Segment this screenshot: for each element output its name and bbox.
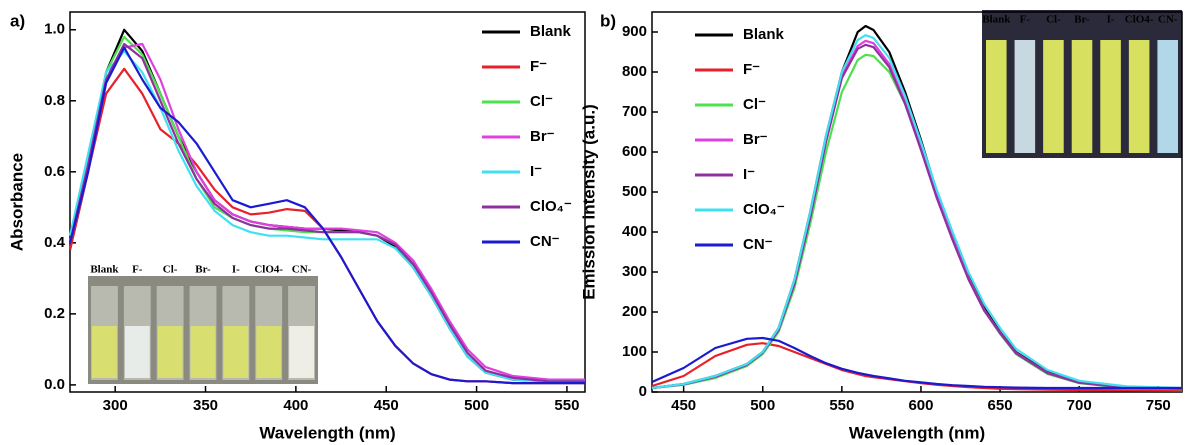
legend-label: ClO₄⁻	[530, 198, 572, 215]
vial	[1128, 40, 1150, 153]
x-tick-label: 500	[750, 397, 775, 414]
y-tick-label: 0.6	[44, 163, 65, 180]
inset-label: Cl-	[163, 264, 178, 276]
panel-label: a)	[10, 11, 25, 30]
y-tick-label: 0	[639, 383, 647, 400]
legend-label: Cl⁻	[743, 96, 766, 113]
vial	[1043, 40, 1064, 153]
vial-liquid	[157, 326, 183, 378]
inset-label: Blank	[90, 264, 119, 276]
legend-label: Br⁻	[530, 128, 555, 145]
legend-label: CN⁻	[530, 233, 560, 250]
x-tick-label: 500	[464, 397, 489, 414]
inset-label: ClO4-	[1125, 14, 1154, 26]
vial-liquid	[256, 326, 282, 378]
y-tick-label: 0.0	[44, 376, 65, 393]
inset-label: Blank	[982, 14, 1011, 26]
y-tick-label: 300	[622, 263, 647, 280]
inset-label: Br-	[1074, 14, 1090, 26]
inset-label: F-	[1020, 14, 1031, 26]
vial-liquid	[92, 326, 117, 378]
x-tick-label: 550	[554, 397, 579, 414]
inset-label: I-	[1107, 14, 1115, 26]
legend-label: Blank	[530, 23, 572, 40]
inset-label: Cl-	[1046, 14, 1061, 26]
x-tick-label: 750	[1146, 397, 1171, 414]
y-tick-label: 400	[622, 223, 647, 240]
series-line	[68, 42, 585, 383]
x-axis-label: Wavelength (nm)	[259, 423, 395, 442]
y-tick-label: 600	[622, 143, 647, 160]
x-tick-label: 600	[908, 397, 933, 414]
x-tick-label: 650	[988, 397, 1013, 414]
legend-label: I⁻	[743, 166, 755, 183]
x-tick-label: 700	[1067, 397, 1092, 414]
y-tick-label: 900	[622, 23, 647, 40]
inset-label: F-	[132, 264, 143, 276]
y-tick-label: 0.8	[44, 92, 65, 109]
legend-label: Blank	[743, 26, 785, 43]
plot-frame	[69, 11, 586, 393]
series-line	[68, 50, 585, 383]
inset-label: CN-	[1158, 14, 1178, 26]
x-tick-label: 400	[283, 397, 308, 414]
vial-liquid	[124, 326, 150, 378]
inset-label: CN-	[292, 264, 312, 276]
y-tick-label: 1.0	[44, 21, 65, 38]
legend-label: F⁻	[530, 58, 547, 75]
legend-label: I⁻	[530, 163, 542, 180]
x-tick-label: 450	[374, 397, 399, 414]
legend-label: ClO₄⁻	[743, 201, 785, 218]
y-axis-label: Absorbance	[7, 153, 26, 251]
x-axis-label: Wavelength (nm)	[849, 423, 985, 442]
y-tick-label: 800	[622, 63, 647, 80]
y-tick-label: 500	[622, 183, 647, 200]
legend-label: Br⁻	[743, 131, 768, 148]
vial	[1100, 40, 1121, 153]
series-line	[68, 46, 585, 385]
vial	[986, 40, 1007, 153]
inset-label: I-	[232, 264, 240, 276]
x-tick-label: 350	[193, 397, 218, 414]
y-tick-label: 700	[622, 103, 647, 120]
panel-label: b)	[600, 11, 616, 30]
y-tick-label: 200	[622, 303, 647, 320]
series-line	[68, 42, 585, 381]
vial-liquid	[289, 326, 314, 378]
y-tick-label: 0.2	[44, 305, 65, 322]
y-tick-label: 0.4	[44, 234, 66, 251]
inset-label: Br-	[195, 264, 211, 276]
y-tick-label: 100	[622, 343, 647, 360]
y-axis-label: Emission intensity (a.u.)	[579, 104, 598, 300]
vial-liquid	[190, 326, 216, 378]
series-line	[651, 336, 1182, 390]
vial	[1071, 40, 1093, 153]
vial-liquid	[223, 326, 249, 378]
x-tick-label: 300	[103, 397, 128, 414]
x-tick-label: 550	[829, 397, 854, 414]
vial	[1014, 40, 1036, 153]
series-line	[651, 34, 1183, 390]
legend-label: Cl⁻	[530, 93, 553, 110]
plot-frame	[651, 11, 1183, 393]
inset-label: ClO4-	[254, 264, 283, 276]
vial	[1157, 40, 1178, 153]
x-tick-label: 450	[671, 397, 696, 414]
legend-label: F⁻	[743, 61, 760, 78]
legend-label: CN⁻	[743, 236, 773, 253]
